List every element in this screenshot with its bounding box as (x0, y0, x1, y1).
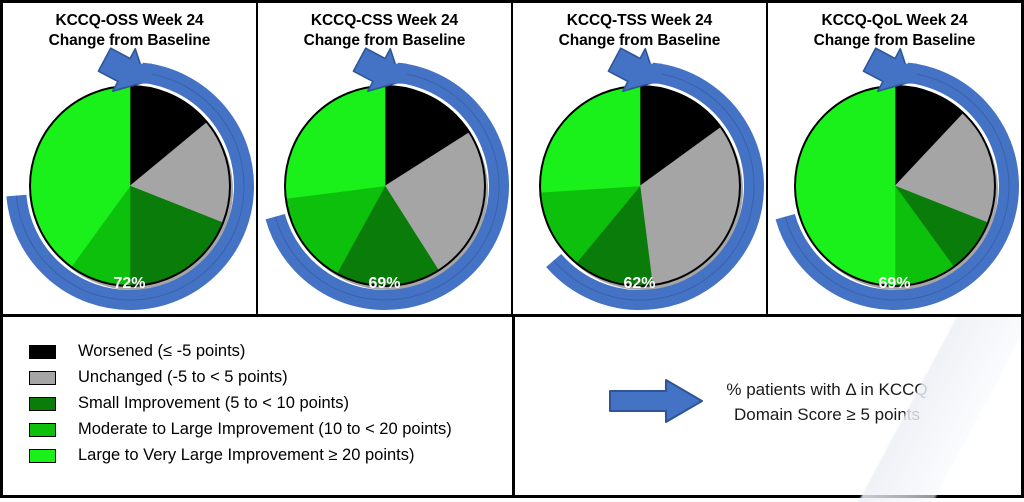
legend-label-small-improvement: Small Improvement (5 to < 10 points) (78, 394, 349, 413)
legend-label-large-improvement: Large to Very Large Improvement ≥ 20 poi… (78, 446, 415, 465)
pie-svg-qol (775, 47, 1019, 310)
chart-panel-row: KCCQ-OSS Week 24 Change from Baseline 72… (3, 3, 1021, 317)
note-text: % patients with Δ in KCCQ Domain Score ≥… (726, 380, 928, 424)
note-panel: % patients with Δ in KCCQ Domain Score ≥… (515, 317, 1021, 502)
pie-svg-oss (5, 47, 254, 310)
panel-title-oss: KCCQ-OSS Week 24 Change from Baseline (48, 12, 211, 49)
legend-swatch-worsened (29, 344, 56, 359)
legend-panel: Worsened (≤ -5 points) Unchanged (-5 to … (3, 317, 515, 495)
pie-svg-css (265, 47, 509, 310)
chart-panel-css: KCCQ-CSS Week 24 Change from Baseline 69… (258, 3, 513, 314)
legend-swatch-moderate-improvement (29, 422, 56, 437)
legend-item: Moderate to Large Improvement (10 to < 2… (29, 417, 512, 442)
legend-item: Small Improvement (5 to < 10 points) (29, 391, 512, 416)
legend-label-moderate-improvement: Moderate to Large Improvement (10 to < 2… (78, 420, 452, 439)
panel-title-qol: KCCQ-QoL Week 24 Change from Baseline (813, 12, 976, 49)
chart-panel-tss: KCCQ-TSS Week 24 Change from Baseline 62… (513, 3, 768, 314)
pie-chart-tss: 62% (517, 47, 764, 310)
pie-svg-tss (538, 47, 764, 310)
pie-chart-qol: 69% (772, 47, 1019, 310)
pie-slices-tss (538, 47, 764, 310)
right-arrow-icon (608, 378, 704, 429)
legend-item: Unchanged (-5 to < 5 points) (29, 365, 512, 390)
legend-row: Worsened (≤ -5 points) Unchanged (-5 to … (3, 317, 1021, 502)
legend-swatch-unchanged (29, 370, 56, 385)
legend-item: Worsened (≤ -5 points) (29, 339, 512, 364)
chart-panel-qol: KCCQ-QoL Week 24 Change from Baseline 69… (768, 3, 1021, 314)
legend-label-worsened: Worsened (≤ -5 points) (78, 342, 246, 361)
panel-title-tss: KCCQ-TSS Week 24 Change from Baseline (558, 12, 721, 49)
pie-slices-qol (775, 47, 1019, 310)
legend-swatch-large-improvement (29, 448, 56, 463)
legend-item: Large to Very Large Improvement ≥ 20 poi… (29, 443, 512, 468)
pie-slices-oss (5, 47, 254, 310)
pie-slices-css (265, 47, 509, 310)
panel-title-css: KCCQ-CSS Week 24 Change from Baseline (303, 12, 466, 49)
pie-chart-oss: 72% (5, 47, 254, 310)
legend-swatch-small-improvement (29, 396, 56, 411)
legend-label-unchanged: Unchanged (-5 to < 5 points) (78, 368, 288, 387)
chart-panel-oss: KCCQ-OSS Week 24 Change from Baseline 72… (3, 3, 258, 314)
pie-chart-css: 69% (262, 47, 509, 310)
